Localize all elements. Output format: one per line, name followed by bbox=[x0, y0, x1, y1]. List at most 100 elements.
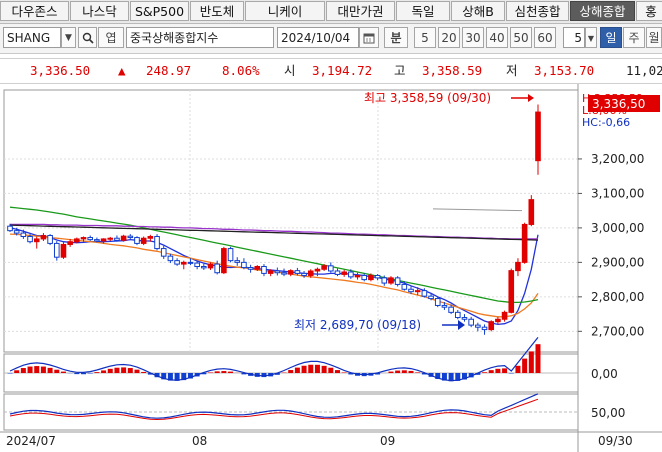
macd-bar-20 bbox=[141, 371, 147, 373]
candle-body-33 bbox=[227, 248, 234, 262]
candle-body-49 bbox=[334, 270, 341, 275]
candle-body-22 bbox=[154, 236, 160, 250]
high-arrow-head bbox=[528, 94, 534, 102]
ma-line-0 bbox=[9, 227, 539, 326]
period-unit-button[interactable]: 분 bbox=[384, 27, 408, 48]
tab-9[interactable]: 상해종합 bbox=[570, 1, 635, 21]
symbol-code-input[interactable]: SHANG bbox=[3, 27, 61, 48]
macd-bar-3 bbox=[27, 366, 33, 373]
candle-body-43 bbox=[294, 270, 301, 274]
interval-dropdown-icon[interactable]: ▼ bbox=[585, 27, 597, 48]
candle-body-8 bbox=[60, 243, 67, 258]
symbol-name-field[interactable]: 중국상해종합지수 bbox=[126, 27, 274, 48]
date-label-3: 09/30 bbox=[598, 434, 633, 448]
day-button[interactable]: 일 bbox=[600, 27, 622, 48]
ma-line-long bbox=[9, 224, 539, 241]
candle-body-44 bbox=[301, 272, 307, 276]
period-button-20[interactable]: 20 bbox=[438, 27, 460, 48]
candle-body-55 bbox=[374, 274, 381, 279]
macd-bar-25 bbox=[174, 373, 180, 381]
candlestick-chart[interactable]: 최고 3,358,59 (09/30) 최저 2,689,70 (09/18) 3… bbox=[0, 84, 662, 452]
macd-axis-label: 0,00 bbox=[591, 367, 618, 381]
candle-body-16 bbox=[114, 237, 120, 241]
candle-body-58 bbox=[394, 277, 401, 285]
main-plot-frame bbox=[3, 89, 579, 353]
period-button-50[interactable]: 50 bbox=[510, 27, 532, 48]
candle-body-68 bbox=[461, 317, 468, 320]
candle-body-63 bbox=[428, 295, 434, 300]
macd-bar-48 bbox=[328, 367, 334, 373]
macd-bar-62 bbox=[421, 373, 427, 375]
macd-bar-32 bbox=[221, 371, 227, 373]
moving-average-lines bbox=[9, 206, 539, 326]
date-text: 2024/10/04 bbox=[281, 31, 351, 45]
date-label-0: 2024/07 bbox=[6, 434, 56, 448]
volume-value: 11,02 bbox=[626, 63, 662, 78]
period-button-5[interactable]: 5 bbox=[414, 27, 436, 48]
candle-body-18 bbox=[127, 235, 134, 239]
y-tick-label-3: 2,900,00 bbox=[591, 255, 644, 269]
macd-bar-42 bbox=[288, 370, 294, 373]
tab-6[interactable]: 독일 bbox=[396, 1, 450, 21]
period-unit-label: 분 bbox=[390, 31, 402, 45]
tab-5[interactable]: 대만가권 bbox=[326, 1, 395, 21]
candle-body-51 bbox=[348, 271, 354, 278]
low-value: 3,153.70 bbox=[534, 63, 595, 78]
tab-8[interactable]: 심천종합 bbox=[506, 1, 569, 21]
period-button-30[interactable]: 30 bbox=[462, 27, 484, 48]
tab-0[interactable]: 다우존스 bbox=[0, 1, 69, 21]
candle-body-46 bbox=[314, 268, 321, 272]
candle-body-15 bbox=[107, 237, 114, 240]
macd-bar-18 bbox=[127, 368, 133, 373]
y-tick-label-1: 3,100,00 bbox=[591, 186, 644, 200]
interval-input[interactable]: 5 bbox=[563, 27, 585, 48]
tab-2[interactable]: S&P500 bbox=[130, 1, 189, 21]
macd-bar-44 bbox=[301, 365, 307, 373]
macd-bar-5 bbox=[40, 366, 46, 373]
tab-1[interactable]: 나스닥 bbox=[70, 1, 129, 21]
macd-bar-59 bbox=[401, 370, 407, 373]
tab-10[interactable]: 홍 bbox=[636, 1, 662, 21]
calendar-icon[interactable] bbox=[359, 27, 379, 48]
memo-label: 엽 bbox=[105, 31, 117, 45]
macd-bar-78 bbox=[528, 351, 534, 373]
tab-4[interactable]: 니케이 bbox=[245, 1, 325, 21]
memo-button[interactable]: 엽 bbox=[98, 27, 124, 48]
candle-body-10 bbox=[74, 238, 80, 243]
macd-bar-7 bbox=[54, 369, 60, 373]
period-button-40[interactable]: 40 bbox=[486, 27, 508, 48]
macd-line bbox=[9, 337, 539, 382]
chart-toolbar: SHANG ▼ 엽 중국상해종합지수 2024/10/04 분 5 20 30 40 5… bbox=[0, 24, 662, 54]
candle-body-35 bbox=[241, 261, 247, 269]
candle-body-48 bbox=[328, 265, 334, 272]
magnifier-icon[interactable] bbox=[78, 27, 97, 48]
candle-body-2 bbox=[20, 232, 27, 238]
macd-bar-22 bbox=[154, 373, 160, 378]
month-button[interactable]: 월 bbox=[646, 27, 662, 48]
candle-body-52 bbox=[354, 274, 361, 278]
candle-body-57 bbox=[388, 277, 394, 284]
macd-bar-11 bbox=[81, 373, 87, 375]
week-button[interactable]: 주 bbox=[623, 27, 645, 48]
macd-bar-15 bbox=[107, 368, 113, 373]
candle-body-12 bbox=[87, 237, 94, 241]
candle-body-13 bbox=[94, 239, 100, 242]
high-annotation: 최고 3,358,59 (09/30) bbox=[364, 91, 491, 105]
change-percent: 8.06% bbox=[222, 63, 260, 78]
date-input[interactable]: 2024/10/04 bbox=[277, 27, 359, 48]
candle-body-70 bbox=[475, 324, 481, 328]
candle-body-34 bbox=[234, 260, 241, 263]
candle-body-3 bbox=[27, 236, 33, 243]
candle-body-19 bbox=[134, 237, 140, 244]
tab-7[interactable]: 상해B bbox=[451, 1, 505, 21]
candle-body-32 bbox=[221, 248, 227, 274]
candle-body-5 bbox=[40, 234, 47, 240]
ma-line-2 bbox=[9, 206, 539, 304]
tab-3[interactable]: 반도체 bbox=[190, 1, 244, 21]
candle-body-75 bbox=[508, 270, 515, 313]
period-button-60[interactable]: 60 bbox=[534, 27, 556, 48]
symbol-name-text: 중국상해종합지수 bbox=[130, 31, 219, 45]
candle-body-9 bbox=[67, 241, 73, 245]
chevron-down-icon[interactable]: ▼ bbox=[61, 27, 76, 48]
macd-bar-6 bbox=[47, 367, 53, 373]
